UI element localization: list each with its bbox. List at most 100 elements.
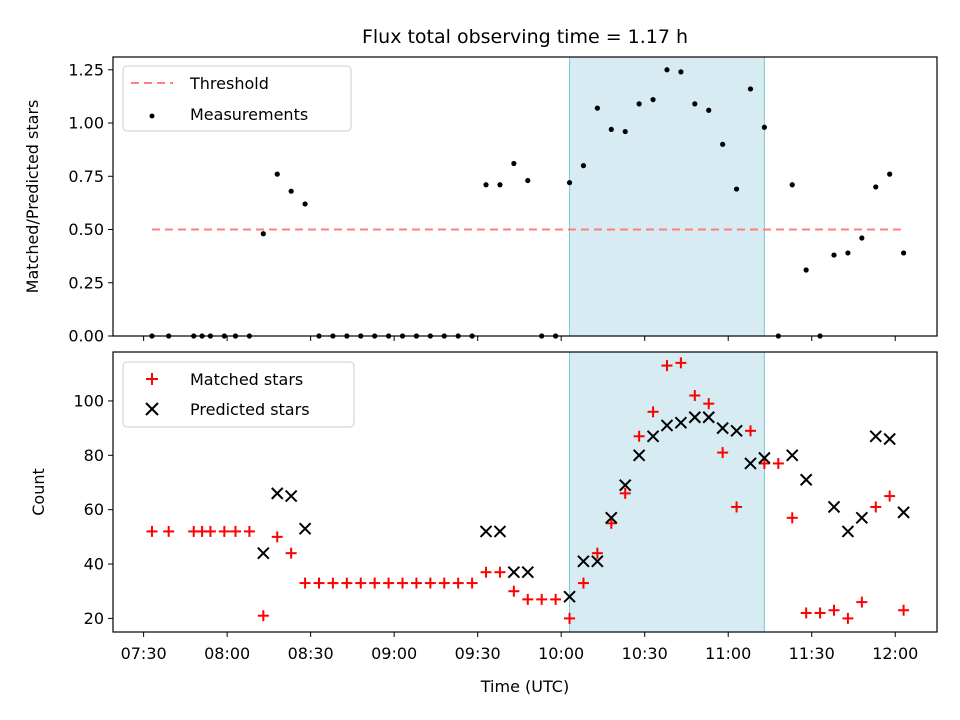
matched-star-point (633, 430, 645, 442)
predicted-star-point (758, 451, 771, 465)
matched-star-point (591, 547, 603, 559)
xtick-label: 11:30 (789, 644, 835, 663)
predicted-star-point (605, 511, 618, 525)
predicted-star-point (479, 525, 493, 538)
measurements-legend-label: Measurements (190, 105, 308, 124)
measurements-legend-swatch (149, 113, 155, 119)
bottom-highlight-span (569, 351, 765, 633)
predicted-legend-swatch (145, 402, 159, 416)
measurement-point (789, 182, 795, 188)
matched-star-point (508, 585, 520, 597)
matched-star-point (800, 607, 812, 619)
matched-star-point (619, 487, 631, 499)
bottom-ytick-label: 20 (84, 609, 104, 628)
predicted-star-point (799, 473, 813, 486)
predicted-star-point (632, 449, 646, 462)
matched-star-point (828, 604, 840, 616)
matched-star-point (163, 525, 175, 537)
measurement-point (859, 235, 865, 241)
measurement-point (302, 201, 308, 207)
matched-star-point (494, 566, 506, 578)
measurement-point (288, 188, 294, 194)
matched-star-point (243, 525, 255, 537)
predicted-star-point (827, 500, 841, 514)
predicted-star-point (591, 555, 604, 568)
predicted-star-point (744, 457, 757, 470)
measurement-point (887, 171, 893, 177)
bottom-ytick-label: 40 (84, 555, 104, 574)
measurement-point (747, 86, 754, 92)
threshold-legend-label: Threshold (189, 74, 269, 93)
measurement-point (650, 96, 656, 103)
matched-star-point (204, 525, 216, 537)
measurement-point (622, 128, 628, 135)
bottom-x-axis: 07:30 08:00 08:30 09:00 09:30 10:00 10:30 11:00… (121, 632, 918, 663)
matched-star-point (744, 425, 756, 437)
measurement-point (511, 160, 517, 167)
bottom-plot-frame (112, 351, 938, 633)
matched-star-point (313, 577, 325, 589)
chart-title: Flux total observing time = 1.17 h (362, 26, 688, 48)
measurement-point (706, 107, 712, 113)
predicted-star-point (869, 430, 882, 443)
predicted-star-point (257, 546, 270, 560)
matched-star-point (355, 577, 367, 589)
matched-star-point (271, 531, 283, 543)
matched-star-point (229, 525, 241, 537)
predicted-star-point (521, 565, 534, 579)
matched-star-point (731, 501, 743, 513)
predicted-star-point (897, 506, 910, 519)
matched-legend-swatch (146, 373, 158, 385)
predicted-star-point (730, 424, 743, 438)
top-ytick-label: 0.75 (68, 167, 104, 186)
xtick-label: 09:30 (455, 644, 501, 663)
top-highlight-span (569, 56, 765, 337)
matched-star-point (522, 593, 534, 605)
matched-star-point (383, 577, 395, 589)
measurement-point (678, 69, 684, 75)
measurement-point (260, 231, 266, 237)
measurement-point (525, 177, 531, 184)
top-ytick-label: 0.00 (68, 327, 104, 346)
measurement-point (692, 101, 698, 107)
top-legend-box (122, 65, 352, 132)
measurement-point (483, 182, 489, 188)
matched-star-point (605, 517, 617, 529)
measurement-point (733, 186, 740, 192)
matched-star-point (717, 447, 729, 459)
matched-star-point (285, 547, 297, 559)
measurement-point (761, 124, 768, 130)
matched-legend-label: Matched stars (190, 370, 303, 389)
matched-star-point (577, 577, 589, 589)
measurement-point (803, 267, 809, 273)
predicted-star-point (646, 430, 660, 443)
top-ytick-label: 0.50 (68, 220, 104, 239)
bottom-ytick-label: 80 (84, 446, 104, 465)
measurement-point (274, 171, 280, 177)
predicted-star-point (660, 419, 674, 432)
top-ytick-label: 1.00 (68, 114, 104, 133)
xtick-label: 08:00 (204, 644, 250, 663)
predicted-star-point (271, 487, 284, 500)
predicted-star-point (674, 416, 688, 429)
predicted-star-point (855, 511, 869, 525)
xtick-label: 09:00 (371, 644, 417, 663)
matched-star-point (647, 406, 659, 418)
matched-star-point (397, 577, 409, 589)
predicted-star-point (298, 522, 312, 535)
matched-star-point (814, 607, 826, 619)
matched-star-point (856, 596, 868, 608)
matched-star-point (536, 593, 548, 605)
bottom-marks (146, 357, 910, 624)
xtick-label: 11:00 (705, 644, 751, 663)
matched-star-point (758, 457, 770, 469)
matched-star-point (218, 525, 230, 537)
top-panel: 0.00 0.25 0.50 0.75 1.00 1.25 Matched/Predict… (23, 56, 938, 346)
top-plot-frame (112, 56, 938, 337)
top-ytick-label: 1.25 (68, 60, 104, 79)
measurement-point (720, 141, 726, 147)
matched-star-point (870, 501, 882, 513)
predicted-star-point (507, 565, 521, 579)
matched-star-point (786, 512, 798, 524)
